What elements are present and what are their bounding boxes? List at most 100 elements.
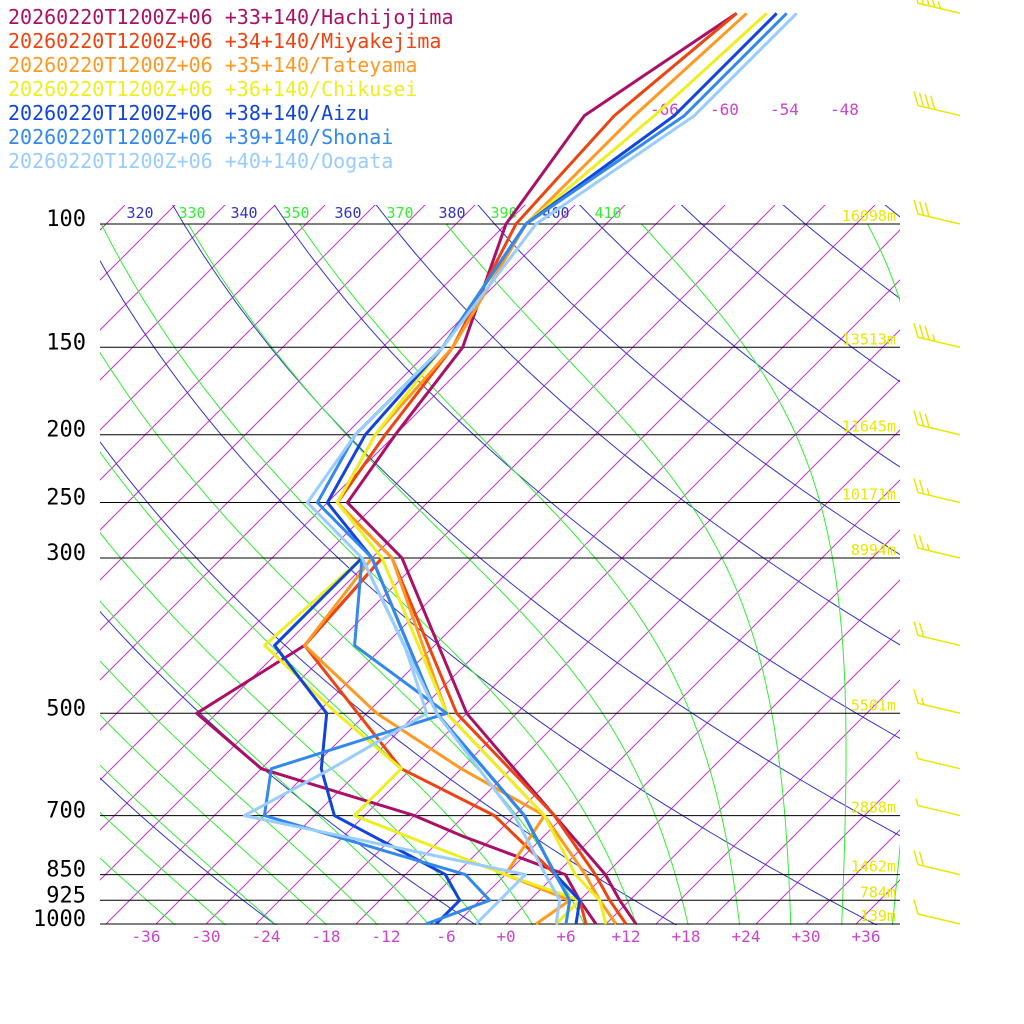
wind-barb	[915, 798, 961, 817]
moist-adiabat-line	[100, 660, 379, 925]
temperature-tick-label: +24	[732, 927, 761, 946]
pressure-tick-label: 100	[46, 207, 86, 232]
isotherm-line	[100, 205, 626, 731]
wind-barb	[913, 91, 961, 117]
isotherm-line	[906, 69, 1024, 924]
isotherm-line	[100, 205, 526, 631]
upper-temperature-label: -54	[770, 100, 799, 119]
isotherm-line	[100, 205, 576, 681]
pressure-tick-label: 850	[46, 858, 86, 883]
isotherm-line	[305, 329, 900, 925]
isotherm-line	[100, 205, 176, 281]
moist-adiabat-line	[100, 857, 176, 925]
dry-adiabat-line	[680, 205, 900, 383]
isotherm-line	[505, 529, 900, 925]
theta-label: 320	[126, 204, 153, 222]
isotherm-line	[605, 629, 900, 925]
temperature-tick-label: +0	[496, 927, 515, 946]
temperature-profile-line	[305, 12, 798, 925]
legend-entry: 20260220T1200Z+06 +34+140/Miyakejima	[8, 29, 442, 53]
temperature-tick-label: +12	[612, 927, 641, 946]
temperature-tick-label: +6	[556, 927, 575, 946]
height-label: 1462m	[851, 858, 896, 876]
moist-adiabat-line	[100, 714, 328, 925]
wind-barb	[913, 410, 961, 436]
wind-barb	[913, 478, 961, 504]
temperature-tick-label: -30	[192, 927, 221, 946]
moist-adiabat-line	[299, 223, 741, 925]
wind-barb	[916, 0, 961, 15]
pressure-tick-label: 700	[46, 799, 86, 824]
temperature-tick-label: +30	[792, 927, 821, 946]
height-label: 11645m	[842, 418, 896, 436]
pressure-tick-label: 500	[46, 696, 86, 721]
isotherm-line	[405, 429, 900, 925]
legend: 20260220T1200Z+06 +33+140/Hachijojima 20…	[8, 5, 454, 173]
legend-entry: 20260220T1200Z+06 +39+140/Shonai	[8, 125, 394, 149]
height-label: 8994m	[851, 541, 896, 559]
legend-entry: 20260220T1200Z+06 +35+140/Tateyama	[8, 53, 418, 77]
height-label: 13513m	[842, 330, 896, 348]
moist-adiabat-line	[641, 223, 847, 925]
moist-adiabat-line	[100, 811, 227, 925]
pressure-tick-label: 250	[46, 486, 86, 511]
wind-barb	[913, 323, 961, 348]
isotherm-line	[705, 729, 900, 925]
isotherm-line	[100, 205, 676, 781]
moist-adiabat-lines	[100, 223, 900, 925]
wind-barb	[913, 689, 961, 715]
isotherm-lines	[100, 69, 1024, 925]
dewpoint-profile-line	[273, 556, 462, 925]
legend-entry: 20260220T1200Z+06 +36+140/Chikusei	[8, 77, 418, 101]
sounding-series	[195, 12, 798, 925]
dewpoint-profile-line	[195, 557, 598, 925]
dry-adiabat-line	[782, 205, 900, 300]
moist-adiabat-line	[100, 764, 277, 925]
isotherm-line	[455, 479, 900, 925]
temperature-tick-label: +18	[672, 927, 701, 946]
temperature-tick-label: -6	[436, 927, 455, 946]
isotherm-line	[805, 829, 900, 925]
pressure-tick-label: 925	[46, 883, 86, 908]
upper-temperature-label: -60	[710, 100, 739, 119]
wind-barb	[913, 199, 961, 225]
dry-adiabat-line	[100, 259, 878, 925]
isotherm-line	[100, 205, 476, 581]
isotherm-line	[100, 205, 276, 381]
isotherm-line	[1006, 69, 1024, 924]
wind-barb	[913, 533, 961, 559]
moist-adiabat-line	[445, 223, 792, 925]
height-label: 139m	[860, 907, 896, 925]
isotherm-line	[205, 229, 900, 925]
height-label: 5501m	[851, 696, 896, 714]
dry-adiabat-line	[375, 205, 900, 646]
moist-adiabat-line	[100, 351, 586, 925]
legend-entry: 20260220T1200Z+06 +38+140/Aizu	[8, 101, 370, 125]
legend-entry: 20260220T1200Z+06 +33+140/Hachijojima	[8, 5, 454, 29]
isotherm-line	[755, 779, 900, 925]
moist-adiabat-line	[867, 223, 900, 925]
isotherm-line	[105, 205, 826, 925]
theta-label: 340	[230, 204, 257, 222]
dewpoint-profile-line	[263, 556, 582, 925]
wind-barbs	[913, 0, 961, 925]
isotherm-line	[100, 205, 776, 881]
isotherm-line	[355, 379, 900, 925]
isotherm-line	[255, 279, 900, 925]
temperature-tick-label: +36	[852, 927, 881, 946]
temperature-tick-label: -12	[372, 927, 401, 946]
dry-adiabat-line	[172, 205, 900, 837]
isotherm-line	[956, 69, 1024, 924]
isotherm-line	[100, 205, 126, 231]
isotherm-line	[555, 579, 900, 925]
height-label: 784m	[860, 883, 896, 901]
temperature-tick-label: -18	[312, 927, 341, 946]
wind-barb	[913, 850, 961, 876]
pressure-tick-label: 150	[46, 330, 86, 355]
dewpoint-profile-line	[262, 557, 492, 925]
wind-barb	[915, 751, 961, 770]
isotherm-line	[100, 205, 376, 481]
dry-adiabat-line	[477, 205, 900, 556]
dry-adiabat-line	[100, 777, 277, 925]
